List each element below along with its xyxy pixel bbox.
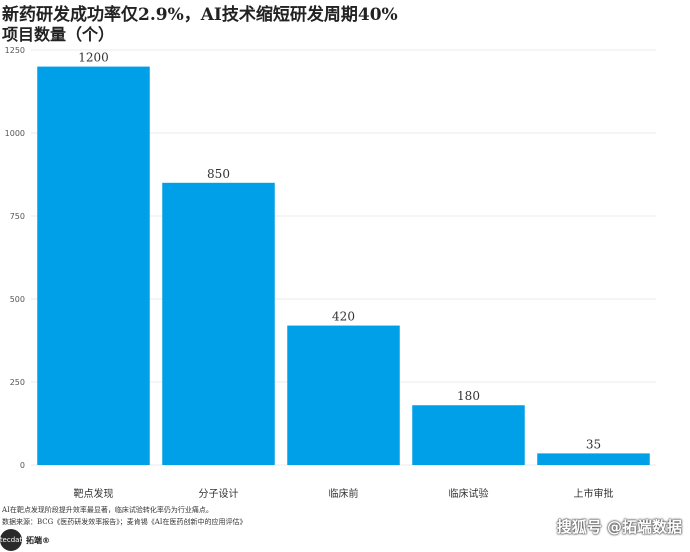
y-tick-label: 750 — [10, 212, 25, 221]
bar-value-label: 180 — [457, 389, 480, 403]
y-tick-label: 1000 — [5, 129, 25, 138]
bar — [37, 66, 150, 465]
x-tick-label: 靶点发现 — [74, 487, 114, 500]
chart-subtitle: 项目数量（个） — [2, 25, 115, 44]
bar — [287, 325, 400, 465]
y-tick-label: 250 — [10, 378, 25, 387]
footnote-source: 数据来源：BCG《医药研发效率报告》；麦肯锡《AI在医药创新中的应用评估》 — [2, 518, 247, 526]
x-tick-label: 临床前 — [329, 487, 359, 500]
bar-chart: 0 250 500 750 1000 1250 1200 靶点发现 850 分子设计 420 临床前 1… — [5, 46, 656, 500]
brand-name: 拓端® — [26, 535, 50, 545]
bar-value-label: 35 — [586, 437, 601, 451]
x-tick-label: 分子设计 — [199, 487, 239, 500]
bar-value-label: 850 — [207, 167, 230, 181]
watermark: 搜狐号 @拓端数据 — [556, 518, 682, 536]
chart-title: 新药研发成功率仅2.9%，AI技术缩短研发周期40% — [2, 5, 398, 25]
y-tick-label: 500 — [10, 295, 25, 304]
tecdat-logo-icon: tecdat — [0, 529, 22, 551]
footnote-insight: AI在靶点发现阶段提升效率最显著，临床试验转化率仍为行业痛点。 — [2, 506, 213, 514]
bar — [162, 182, 275, 466]
bar-value-label: 420 — [332, 310, 355, 324]
bar — [412, 405, 525, 465]
bar — [537, 453, 650, 465]
y-tick-label: 0 — [20, 461, 25, 470]
x-tick-label: 临床试验 — [449, 487, 489, 500]
brand-logo: tecdat 拓端® — [0, 528, 50, 552]
bar-value-label: 1200 — [78, 51, 109, 65]
footnotes: AI在靶点发现阶段提升效率最显著，临床试验转化率仍为行业痛点。 数据来源：BCG… — [2, 504, 247, 528]
x-tick-label: 上市审批 — [574, 487, 614, 500]
y-tick-label: 1250 — [5, 46, 25, 55]
